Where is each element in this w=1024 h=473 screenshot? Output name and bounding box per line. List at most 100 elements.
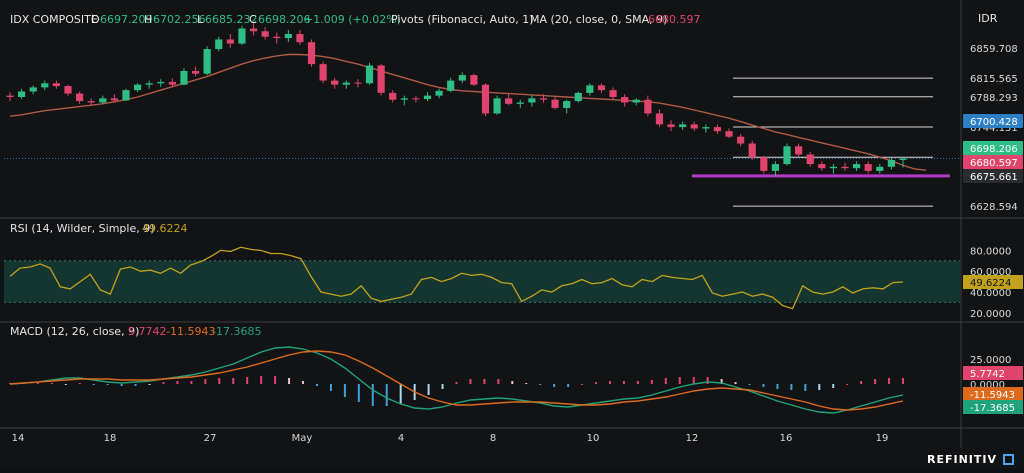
price-tag-label: 6675.661 xyxy=(970,172,1018,183)
candle-body xyxy=(435,90,443,96)
price-tick-label: 6859.708 xyxy=(970,44,1018,55)
candle-body xyxy=(597,85,606,91)
high-label: H xyxy=(144,13,152,26)
candle-body xyxy=(725,131,733,137)
ma-study-label[interactable]: MA (20, close, 0, SMA, 9) xyxy=(530,13,667,26)
macd-histogram-bar xyxy=(636,381,639,384)
candle-body xyxy=(899,158,907,160)
ma-study-value: 6680.597 xyxy=(648,13,701,26)
price-tick-label: 6744.151 xyxy=(970,123,1018,134)
macd-histogram-bar xyxy=(120,384,123,386)
rsi-line xyxy=(9,246,904,310)
high-value: 6702.256 xyxy=(153,13,206,26)
candle-body xyxy=(609,90,617,97)
brand-mark-icon xyxy=(1003,454,1014,465)
macd-histogram-bar xyxy=(190,381,193,384)
macd-histogram-bar xyxy=(790,384,793,390)
candle-body xyxy=(145,83,153,85)
candle-body xyxy=(621,96,629,103)
macd-histogram-bar xyxy=(385,384,388,406)
candle-body xyxy=(87,101,95,103)
macd-tag-label: -17.3685 xyxy=(970,403,1015,414)
macd-histogram-bar xyxy=(595,382,598,384)
candle-body xyxy=(667,124,675,128)
candle-body xyxy=(783,146,791,165)
candle-body xyxy=(122,90,130,101)
macd-histogram-bar xyxy=(497,379,500,384)
macd-histogram-bar xyxy=(804,384,807,391)
rsi-value-tag xyxy=(963,274,1023,289)
brand-text: REFINITIV xyxy=(927,453,997,466)
macd-histogram-bar xyxy=(64,384,67,385)
candle-body xyxy=(679,124,687,128)
price-tag-dark xyxy=(963,169,1023,183)
candle-body xyxy=(423,95,432,100)
rsi-tag-label: 49.6224 xyxy=(970,278,1011,289)
candle-body xyxy=(458,75,466,81)
candle-body xyxy=(18,91,26,97)
candle-body xyxy=(180,70,188,85)
macd-signal-value: -11.5943 xyxy=(166,325,215,338)
macd-tag-label: -11.5943 xyxy=(970,390,1015,401)
candle-body xyxy=(655,113,664,125)
candle-body xyxy=(41,83,49,88)
time-axis-label: 14 xyxy=(12,433,25,444)
candle-body xyxy=(702,127,710,129)
macd-histogram-bar xyxy=(78,383,81,384)
macd-tick-label: 25.0000 xyxy=(970,355,1011,366)
macd-tick-label: 0.0000 xyxy=(970,380,1005,391)
candle-body xyxy=(493,98,501,114)
macd-histogram-bar xyxy=(511,381,514,384)
rsi-band xyxy=(4,260,960,303)
macd-histogram-bar xyxy=(36,383,39,384)
macd-histogram-bar xyxy=(176,381,179,384)
rsi-study-label[interactable]: RSI (14, Wilder, Simple, 9) xyxy=(10,222,155,235)
candle-body xyxy=(887,159,895,167)
candle-body xyxy=(215,39,223,50)
time-axis-label: 19 xyxy=(876,433,889,444)
refinitiv-logo: REFINITIV xyxy=(927,453,1014,466)
candle-body xyxy=(528,98,536,103)
price-tick-label: 6788.293 xyxy=(970,93,1018,104)
price-tick-label: 6815.565 xyxy=(970,74,1018,85)
macd-histogram-bar xyxy=(162,382,165,384)
time-axis-label: 16 xyxy=(780,433,793,444)
symbol-label: IDX COMPOSITE xyxy=(10,13,98,26)
candle-body xyxy=(365,65,374,84)
macd-histogram-bar xyxy=(260,376,263,384)
candle-body xyxy=(319,64,327,81)
macd-value-tag xyxy=(963,387,1023,401)
candle-body xyxy=(563,101,571,108)
candle-body xyxy=(470,75,478,85)
candle-body xyxy=(818,164,826,169)
candle-body xyxy=(249,28,258,32)
candle-body xyxy=(412,98,420,100)
macd-study-label[interactable]: MACD (12, 26, close, 9) xyxy=(10,325,139,338)
macd-histogram-bar xyxy=(748,384,751,385)
candle-body xyxy=(841,166,849,169)
price-tag-label: 6700.428 xyxy=(970,117,1018,128)
macd-histogram-bar xyxy=(553,384,556,387)
macd-histogram-bar xyxy=(762,384,765,387)
signal-line xyxy=(9,350,904,411)
macd-histogram-bar xyxy=(343,384,346,397)
macd-histogram-bar xyxy=(650,380,653,384)
candle-body xyxy=(6,95,14,97)
rsi-tick-label: 60.0000 xyxy=(970,267,1011,278)
time-axis-label: 8 xyxy=(490,433,496,444)
pivots-study-label[interactable]: Pivots (Fibonacci, Auto, 1) xyxy=(391,13,534,26)
macd-histogram-bar xyxy=(776,384,779,389)
candle-body xyxy=(377,65,385,93)
macd-histogram-bar xyxy=(483,379,486,384)
macd-histogram-bar xyxy=(106,384,109,385)
time-axis-label: 4 xyxy=(398,433,404,444)
macd-histogram-bar xyxy=(329,384,332,391)
candle-body xyxy=(75,93,84,102)
macd-histogram-bar xyxy=(50,383,53,384)
macd-histogram-bar xyxy=(441,384,444,389)
candle-body xyxy=(574,92,582,102)
candle-body xyxy=(133,84,142,91)
candle-body xyxy=(157,81,165,84)
open-value: 6697.209 xyxy=(100,13,153,26)
